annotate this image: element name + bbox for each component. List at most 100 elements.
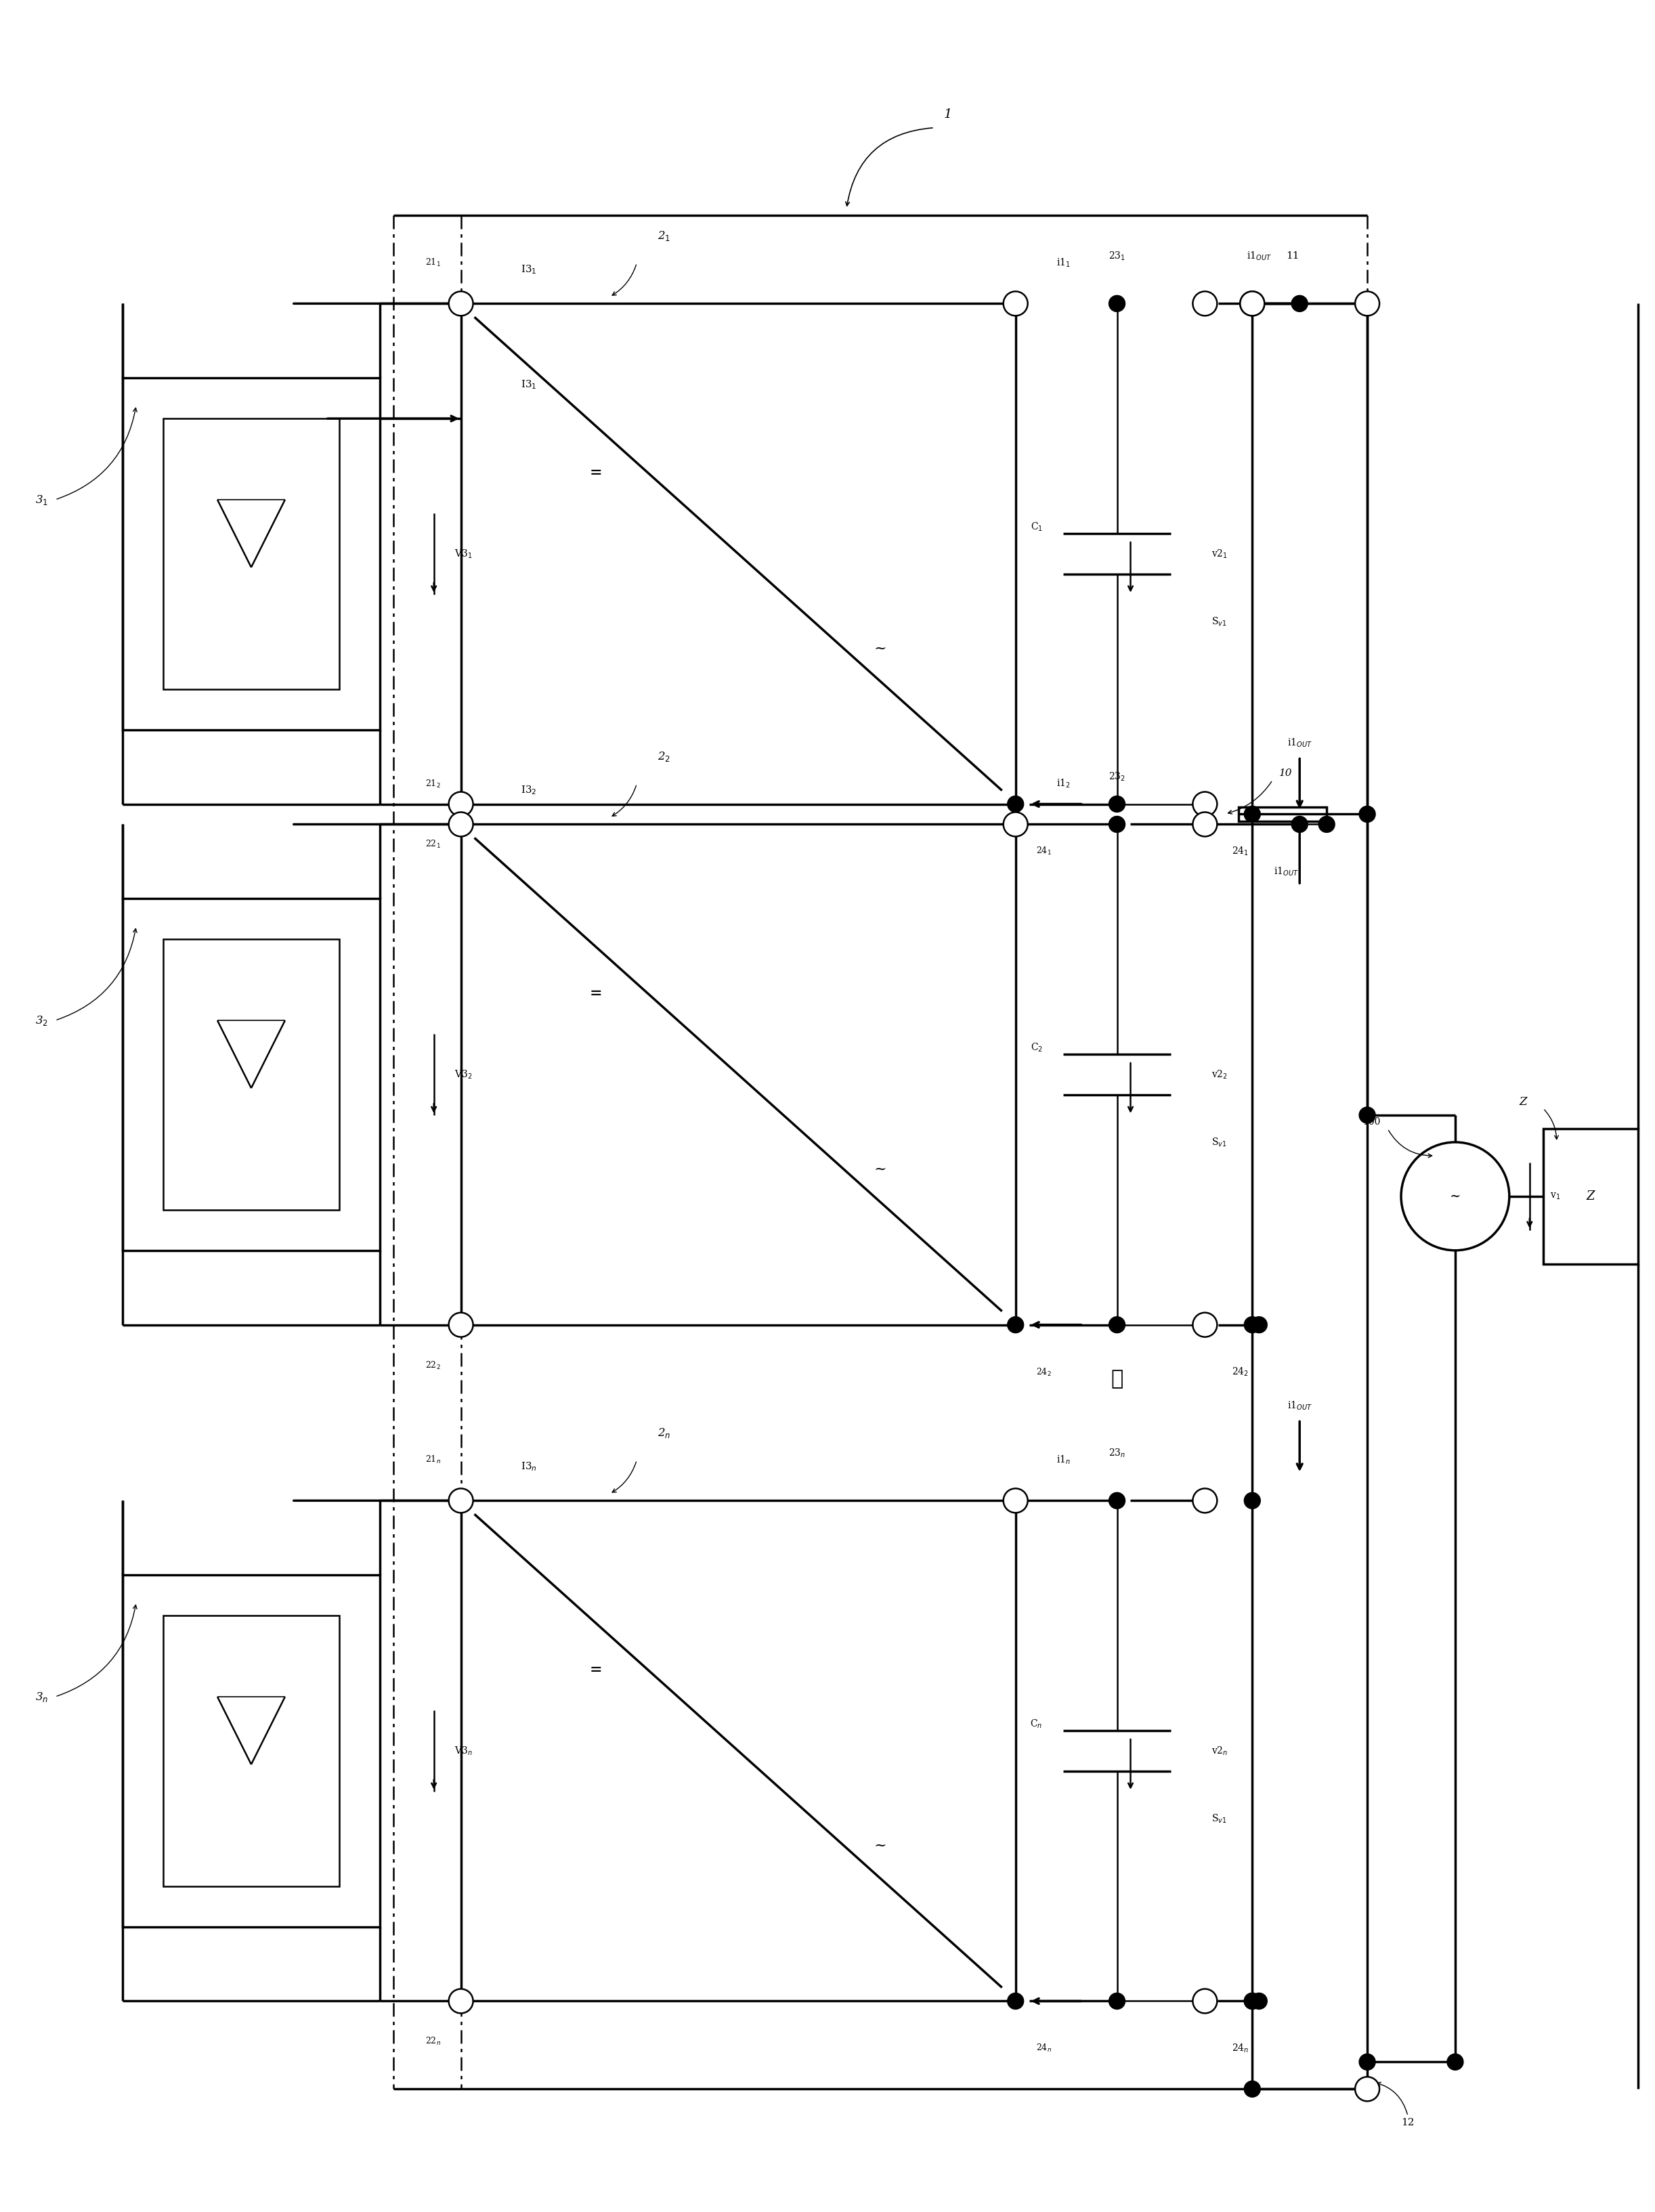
Polygon shape — [164, 1615, 339, 1887]
Circle shape — [1193, 792, 1216, 816]
Text: i1$_{OUT}$: i1$_{OUT}$ — [1274, 865, 1299, 878]
Text: C$_2$: C$_2$ — [1031, 1042, 1043, 1053]
Text: 24$_n$: 24$_n$ — [1036, 2044, 1051, 2055]
Circle shape — [1003, 1489, 1028, 1513]
Circle shape — [449, 1312, 473, 1336]
Circle shape — [449, 1989, 473, 2013]
Text: =: = — [589, 1661, 602, 1677]
Text: i1$_{OUT}$: i1$_{OUT}$ — [1288, 1400, 1312, 1411]
Text: 22$_n$: 22$_n$ — [425, 2037, 440, 2046]
Circle shape — [1003, 292, 1028, 316]
Text: i1$_{OUT}$: i1$_{OUT}$ — [1246, 250, 1271, 261]
Text: ~: ~ — [874, 1161, 887, 1177]
Text: 2$_n$: 2$_n$ — [657, 1427, 670, 1440]
Text: 24$_2$: 24$_2$ — [1036, 1367, 1051, 1378]
Text: ⋮: ⋮ — [1111, 1369, 1124, 1389]
Circle shape — [1355, 2077, 1379, 2101]
Circle shape — [1008, 1993, 1024, 2008]
Text: 2$_1$: 2$_1$ — [657, 230, 670, 243]
Circle shape — [1245, 1493, 1261, 1509]
Circle shape — [1402, 1141, 1509, 1250]
Text: V3$_n$: V3$_n$ — [453, 1745, 472, 1756]
Text: I3$_2$: I3$_2$ — [521, 785, 536, 796]
Circle shape — [1245, 2081, 1261, 2097]
Circle shape — [449, 812, 473, 836]
Circle shape — [1109, 296, 1125, 312]
Text: 23$_2$: 23$_2$ — [1109, 772, 1125, 783]
Text: 23$_1$: 23$_1$ — [1109, 250, 1125, 261]
Circle shape — [1251, 1993, 1268, 2008]
Polygon shape — [122, 898, 379, 1250]
Circle shape — [1291, 816, 1307, 832]
Circle shape — [1193, 1489, 1216, 1513]
Circle shape — [1240, 292, 1264, 316]
Circle shape — [1109, 816, 1125, 832]
Circle shape — [1109, 1493, 1125, 1509]
Text: 21$_n$: 21$_n$ — [425, 1455, 440, 1467]
Circle shape — [1245, 1993, 1261, 2008]
Text: 3$_2$: 3$_2$ — [35, 1013, 48, 1026]
Text: 22$_2$: 22$_2$ — [425, 1360, 440, 1371]
Text: I3$_1$: I3$_1$ — [521, 378, 536, 392]
Circle shape — [1245, 1993, 1261, 2008]
Text: =: = — [589, 465, 602, 480]
Circle shape — [1240, 292, 1264, 316]
Circle shape — [1291, 296, 1307, 312]
Text: 24$_2$: 24$_2$ — [1231, 1367, 1250, 1378]
Circle shape — [449, 1489, 473, 1513]
Circle shape — [1193, 1312, 1216, 1336]
Circle shape — [1193, 292, 1216, 316]
Polygon shape — [1238, 807, 1327, 821]
Text: V3$_2$: V3$_2$ — [453, 1068, 472, 1079]
Text: S$_{v1}$: S$_{v1}$ — [1211, 1812, 1226, 1825]
Circle shape — [1319, 816, 1336, 832]
Text: 23$_n$: 23$_n$ — [1109, 1447, 1125, 1460]
Circle shape — [1109, 1993, 1125, 2008]
Text: v$_1$: v$_1$ — [1549, 1192, 1561, 1201]
Circle shape — [1245, 1316, 1261, 1334]
Circle shape — [1251, 1316, 1268, 1334]
Text: i1$_n$: i1$_n$ — [1056, 1453, 1071, 1467]
Text: C$_n$: C$_n$ — [1029, 1719, 1043, 1730]
Circle shape — [1003, 812, 1028, 836]
Text: 100: 100 — [1364, 1117, 1380, 1126]
Polygon shape — [460, 303, 1016, 803]
Polygon shape — [460, 1500, 1016, 2002]
Circle shape — [1245, 805, 1261, 823]
Text: S$_{v1}$: S$_{v1}$ — [1211, 615, 1226, 628]
Circle shape — [449, 792, 473, 816]
Text: 24$_1$: 24$_1$ — [1036, 845, 1051, 856]
Circle shape — [449, 292, 473, 316]
Text: v2$_2$: v2$_2$ — [1211, 1068, 1228, 1079]
Circle shape — [1109, 796, 1125, 812]
Text: C$_1$: C$_1$ — [1031, 520, 1043, 533]
Polygon shape — [164, 418, 339, 690]
Text: i1$_{OUT}$: i1$_{OUT}$ — [1288, 737, 1312, 750]
Circle shape — [1355, 292, 1379, 316]
Text: =: = — [589, 987, 602, 1000]
Text: 3$_1$: 3$_1$ — [35, 493, 48, 507]
Circle shape — [1008, 796, 1024, 812]
Circle shape — [1193, 812, 1216, 836]
Text: 12: 12 — [1402, 2119, 1415, 2128]
Circle shape — [1359, 2053, 1375, 2070]
Circle shape — [1193, 1989, 1216, 2013]
Text: Z: Z — [1519, 1095, 1526, 1108]
Text: 3$_n$: 3$_n$ — [35, 1690, 48, 1703]
Text: I3$_1$: I3$_1$ — [521, 263, 536, 276]
Polygon shape — [164, 940, 339, 1210]
Circle shape — [1359, 805, 1375, 823]
Polygon shape — [122, 1575, 379, 1927]
Circle shape — [1008, 1316, 1024, 1334]
Text: i1$_2$: i1$_2$ — [1056, 779, 1071, 790]
Text: Z: Z — [1585, 1190, 1595, 1203]
Text: 2$_2$: 2$_2$ — [657, 750, 670, 763]
Text: 22$_1$: 22$_1$ — [425, 838, 440, 849]
Text: ~: ~ — [874, 641, 887, 657]
Text: v2$_n$: v2$_n$ — [1211, 1745, 1228, 1756]
Text: ~: ~ — [1450, 1190, 1461, 1203]
Text: v2$_1$: v2$_1$ — [1211, 549, 1228, 560]
Text: 24$_1$: 24$_1$ — [1231, 845, 1250, 858]
Text: 10: 10 — [1279, 768, 1293, 779]
Text: 1: 1 — [943, 108, 952, 119]
